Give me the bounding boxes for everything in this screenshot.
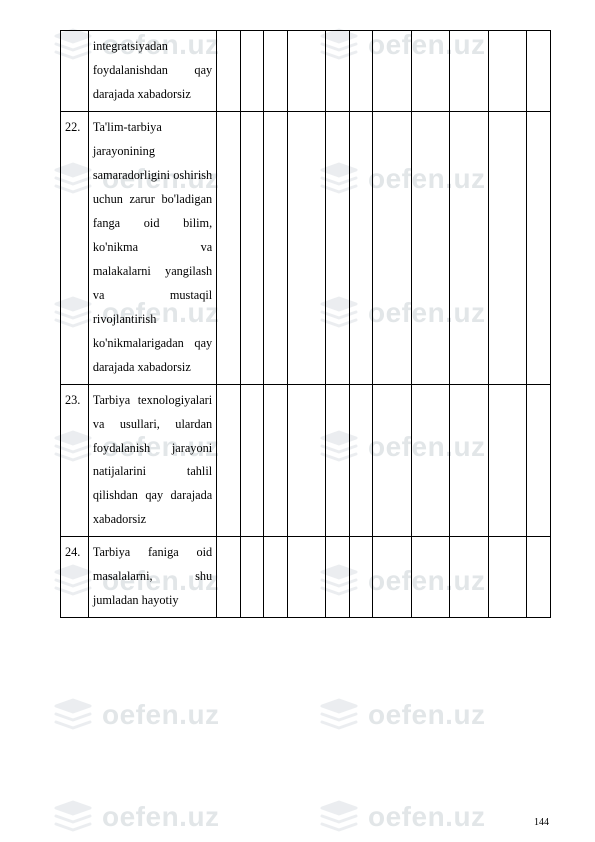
watermark: oefen.uz <box>52 800 220 834</box>
table-cell <box>240 111 264 384</box>
table-cell <box>287 31 326 112</box>
table-cell <box>287 537 326 618</box>
table-cell: Tarbiya faniga oid masalalarni, shu juml… <box>88 537 216 618</box>
table-cell <box>326 537 350 618</box>
table-cell <box>450 384 489 537</box>
table-cell <box>411 537 450 618</box>
table-row: integratsiyadan foydalanishdan qay daraj… <box>61 31 551 112</box>
table-cell <box>217 537 241 618</box>
table-cell <box>488 384 527 537</box>
table-cell <box>349 384 373 537</box>
table-cell <box>488 31 527 112</box>
watermark-text: oefen.uz <box>368 801 486 833</box>
table-cell <box>240 384 264 537</box>
data-table: integratsiyadan foydalanishdan qay daraj… <box>60 30 551 618</box>
table-cell <box>287 111 326 384</box>
table-cell <box>217 31 241 112</box>
stack-icon <box>52 698 94 732</box>
table-cell <box>527 384 551 537</box>
table-cell <box>264 384 288 537</box>
table-cell <box>373 111 412 384</box>
watermark-text: oefen.uz <box>102 801 220 833</box>
table-cell <box>411 31 450 112</box>
table-cell <box>450 537 489 618</box>
table-cell <box>217 384 241 537</box>
watermark-text: oefen.uz <box>102 699 220 731</box>
table-cell <box>240 537 264 618</box>
stack-icon <box>52 800 94 834</box>
table-cell <box>287 384 326 537</box>
table-cell <box>326 111 350 384</box>
table-row: 23.Tarbiya texnologiyalari va usullari, … <box>61 384 551 537</box>
table-cell <box>488 537 527 618</box>
table-cell: 22. <box>61 111 89 384</box>
table-cell <box>264 31 288 112</box>
table-cell <box>411 111 450 384</box>
table-cell: 23. <box>61 384 89 537</box>
table-cell <box>349 537 373 618</box>
table-cell: Tarbiya texnologiyalari va usullari, ula… <box>88 384 216 537</box>
page-content: integratsiyadan foydalanishdan qay daraj… <box>0 0 595 638</box>
table-cell <box>527 537 551 618</box>
stack-icon <box>318 698 360 732</box>
table-cell <box>450 111 489 384</box>
table-cell <box>373 384 412 537</box>
table-cell <box>373 537 412 618</box>
table-cell <box>488 111 527 384</box>
table-cell <box>411 384 450 537</box>
table-cell: 24. <box>61 537 89 618</box>
table-cell <box>240 31 264 112</box>
table-cell <box>326 384 350 537</box>
table-cell <box>373 31 412 112</box>
table-cell <box>217 111 241 384</box>
table-cell: Ta'lim-tarbiya jarayonining samaradorlig… <box>88 111 216 384</box>
watermark-text: oefen.uz <box>368 699 486 731</box>
table-cell <box>326 31 350 112</box>
watermark: oefen.uz <box>318 698 486 732</box>
table-body: integratsiyadan foydalanishdan qay daraj… <box>61 31 551 618</box>
table-cell <box>349 31 373 112</box>
table-cell <box>264 537 288 618</box>
table-row: 24.Tarbiya faniga oid masalalarni, shu j… <box>61 537 551 618</box>
page-number: 144 <box>534 817 549 828</box>
table-row: 22.Ta'lim-tarbiya jarayonining samarador… <box>61 111 551 384</box>
table-cell <box>527 31 551 112</box>
table-cell <box>61 31 89 112</box>
watermark: oefen.uz <box>52 698 220 732</box>
watermark: oefen.uz <box>318 800 486 834</box>
table-cell <box>349 111 373 384</box>
table-cell: integratsiyadan foydalanishdan qay daraj… <box>88 31 216 112</box>
table-cell <box>527 111 551 384</box>
table-cell <box>264 111 288 384</box>
stack-icon <box>318 800 360 834</box>
table-cell <box>450 31 489 112</box>
